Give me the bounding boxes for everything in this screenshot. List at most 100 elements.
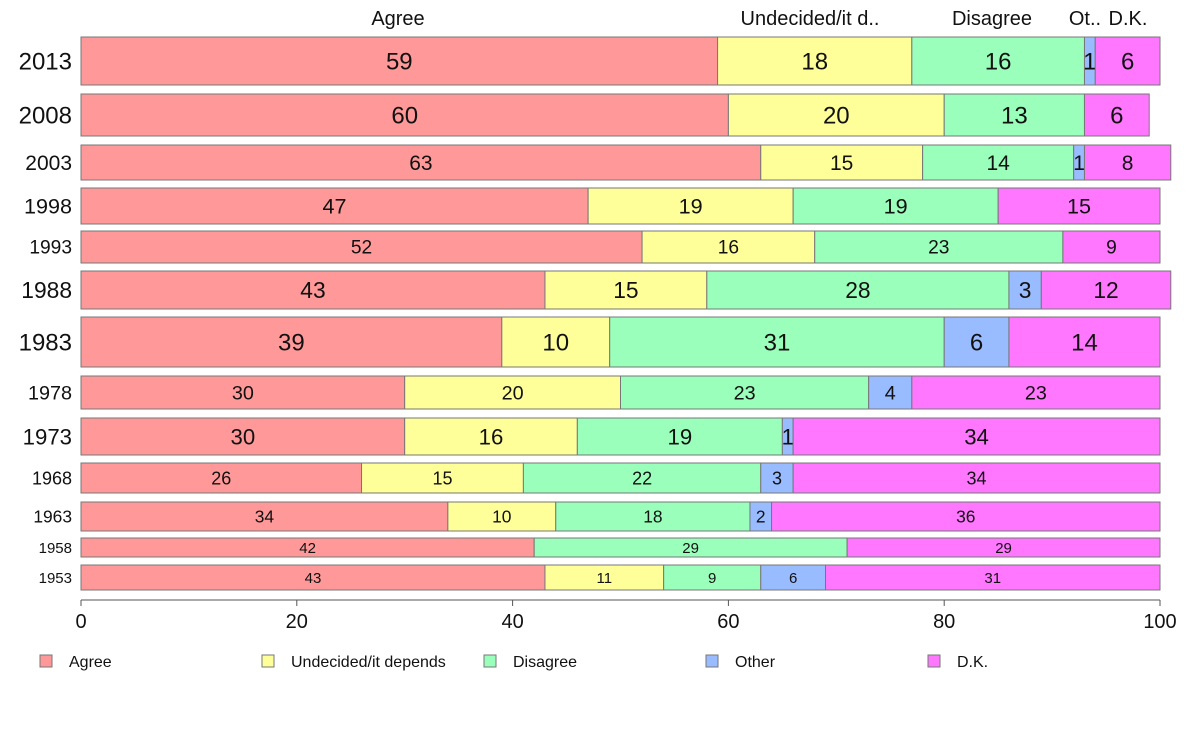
- data-label: 10: [542, 329, 569, 356]
- legend-label: Undecided/it depends: [291, 654, 446, 671]
- bar-segment: [404, 417, 578, 456]
- bar-segment: [868, 375, 913, 410]
- data-label: 2: [756, 507, 766, 527]
- data-label: 11: [597, 570, 613, 587]
- data-label: 23: [1025, 382, 1047, 404]
- data-label: 30: [232, 382, 254, 404]
- bar-segment: [911, 375, 1161, 410]
- data-label: 8: [1122, 152, 1134, 175]
- data-label: 19: [668, 424, 693, 449]
- bar-segment: [911, 36, 1085, 86]
- year-label: 1968: [32, 468, 72, 488]
- data-label: 6: [789, 570, 797, 587]
- bar-segment: [663, 564, 762, 591]
- data-label: 34: [964, 424, 989, 449]
- data-label: 18: [801, 48, 828, 75]
- bar-segment: [825, 564, 1161, 591]
- data-label: 22: [632, 468, 652, 488]
- year-label: 2013: [19, 48, 72, 75]
- bar-segment: [814, 230, 1064, 264]
- legend-label: Agree: [69, 654, 112, 671]
- bar-segment: [1040, 270, 1172, 310]
- year-label: 2008: [19, 102, 72, 129]
- x-tick-label: 0: [75, 611, 86, 633]
- data-label: 18: [643, 507, 662, 527]
- data-label: 14: [986, 152, 1010, 175]
- bar-segment: [760, 564, 827, 591]
- bar-segment: [80, 144, 762, 181]
- data-label: 16: [718, 238, 739, 259]
- bar-segment: [80, 187, 589, 225]
- bar-segment: [544, 270, 708, 310]
- bar-segment: [943, 93, 1085, 137]
- x-tick-label: 20: [286, 611, 308, 633]
- bar-segment: [717, 36, 913, 86]
- data-label: 4: [885, 382, 896, 404]
- year-label: 1963: [33, 507, 72, 527]
- legend-swatch: [39, 654, 53, 668]
- data-label: 60: [391, 102, 418, 129]
- bar-segment: [792, 417, 1161, 456]
- data-label: 15: [830, 152, 853, 175]
- year-label: 1953: [39, 570, 72, 587]
- data-label: 30: [231, 424, 256, 449]
- data-label: 16: [985, 48, 1012, 75]
- data-label: 63: [409, 152, 432, 175]
- data-label: 14: [1071, 329, 1098, 356]
- year-label: 1978: [28, 382, 72, 404]
- bar-segment: [1008, 270, 1042, 310]
- year-label: 1988: [21, 277, 72, 303]
- year-label: 1983: [19, 329, 72, 356]
- data-label: 47: [323, 194, 347, 219]
- x-tick-label: 40: [501, 611, 523, 633]
- data-label: 43: [305, 570, 322, 587]
- bar-segment: [80, 316, 503, 368]
- data-label: 16: [479, 424, 504, 449]
- legend-swatch: [705, 654, 719, 668]
- data-label: 9: [1106, 238, 1117, 259]
- bar-segment: [80, 230, 643, 264]
- data-label: 26: [211, 468, 231, 488]
- year-label: 1998: [24, 194, 72, 219]
- bar-segment: [641, 230, 816, 264]
- year-label: 1958: [39, 540, 72, 557]
- data-label: 31: [984, 570, 1001, 587]
- data-label: 59: [386, 48, 413, 75]
- data-label: 31: [764, 329, 791, 356]
- data-label: 3: [1019, 277, 1032, 303]
- bar-segment: [771, 501, 1161, 532]
- bar-segment: [727, 93, 945, 137]
- bar-segment: [404, 375, 622, 410]
- top-label-agree: Agree: [371, 8, 424, 30]
- data-label: 6: [970, 329, 983, 356]
- bar-segment: [587, 187, 794, 225]
- x-tick-label: 80: [933, 611, 955, 633]
- data-label: 1: [782, 424, 794, 449]
- bar-segment: [922, 144, 1075, 181]
- data-label: 43: [300, 277, 325, 303]
- data-label: 29: [995, 540, 1012, 557]
- x-tick-label: 60: [717, 611, 739, 633]
- legend-label: D.K.: [957, 654, 988, 671]
- year-label: 1973: [23, 424, 72, 449]
- data-label: 23: [928, 238, 949, 259]
- data-label: 28: [845, 277, 870, 303]
- top-label-other: Ot..: [1069, 8, 1101, 30]
- data-label: 20: [502, 382, 524, 404]
- legend-swatch: [261, 654, 275, 668]
- top-label-undecided: Undecided/it d..: [741, 8, 880, 30]
- bar-segment: [80, 93, 729, 137]
- top-label-dk: D.K.: [1109, 8, 1148, 30]
- bar-segment: [80, 375, 406, 410]
- data-label: 6: [1121, 48, 1134, 75]
- legend-label: Other: [735, 654, 776, 671]
- bar-segment: [792, 462, 1161, 494]
- bar-segment: [522, 462, 762, 494]
- data-label: 1: [1073, 152, 1085, 175]
- bar-segment: [760, 144, 924, 181]
- legend-label: Disagree: [513, 654, 577, 671]
- data-label: 34: [255, 507, 275, 527]
- data-label: 42: [299, 540, 316, 557]
- series-top-labels: Agree Undecided/it d.. Disagree Ot.. D.K…: [371, 8, 1147, 30]
- data-label: 3: [772, 468, 782, 488]
